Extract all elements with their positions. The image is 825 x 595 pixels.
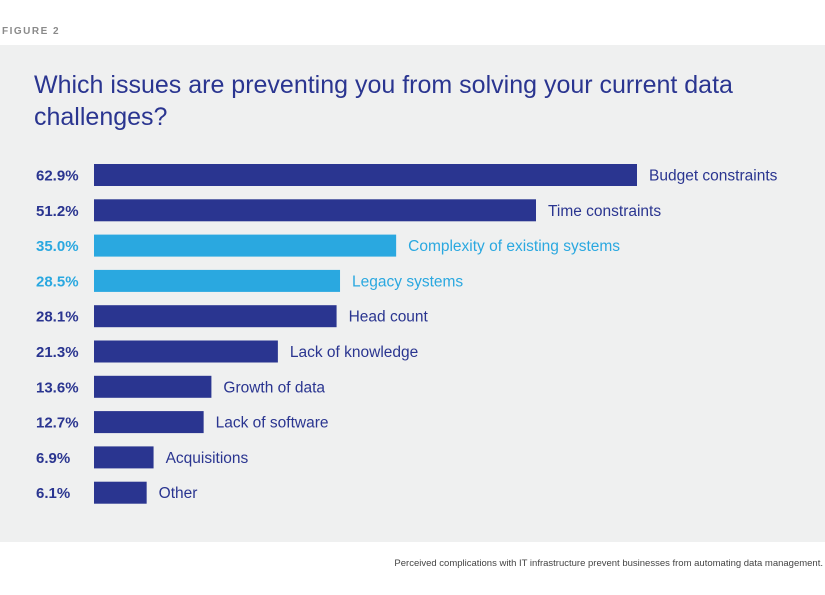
bar-category-label: Complexity of existing systems	[408, 238, 620, 255]
bar-category-label: Other	[159, 485, 198, 502]
bar	[94, 375, 212, 398]
bar	[94, 234, 397, 257]
bar-value-label: 51.2%	[36, 203, 79, 220]
chart-panel: Which issues are preventing you from sol…	[0, 45, 825, 542]
bar	[94, 446, 154, 469]
bar-value-label: 28.1%	[36, 309, 79, 326]
bar-category-label: Lack of knowledge	[290, 344, 418, 361]
bar-category-label: Time constraints	[548, 203, 661, 220]
bar-category-label: Head count	[349, 309, 429, 326]
bar	[94, 411, 204, 434]
bar-value-label: 21.3%	[36, 344, 79, 361]
bar-category-label: Lack of software	[216, 415, 329, 432]
bar	[94, 340, 278, 363]
bar-value-label: 13.6%	[36, 379, 79, 396]
bar	[94, 269, 341, 292]
bar-value-label: 12.7%	[36, 415, 79, 432]
bar-value-label: 35.0%	[36, 238, 79, 255]
bar-value-label: 6.1%	[36, 485, 70, 502]
bar-category-label: Growth of data	[223, 379, 325, 396]
bar-value-label: 6.9%	[36, 450, 70, 467]
bar	[94, 164, 637, 186]
bar	[94, 305, 337, 328]
bar-category-label: Budget constraints	[649, 168, 778, 185]
bar-value-label: 28.5%	[36, 273, 79, 290]
figure-caption: Perceived complications with IT infrastr…	[394, 558, 823, 569]
bar-value-label: 62.9%	[36, 168, 79, 185]
bar-category-label: Acquisitions	[166, 450, 249, 467]
chart-title: Which issues are preventing you from sol…	[34, 71, 733, 131]
bar	[94, 199, 536, 222]
figure-label: FIGURE 2	[2, 26, 61, 37]
bar-chart: 62.9% Budget constraints 51.2% Time constra…	[36, 164, 778, 504]
bar	[94, 481, 147, 504]
bar-category-label: Legacy systems	[352, 273, 463, 290]
